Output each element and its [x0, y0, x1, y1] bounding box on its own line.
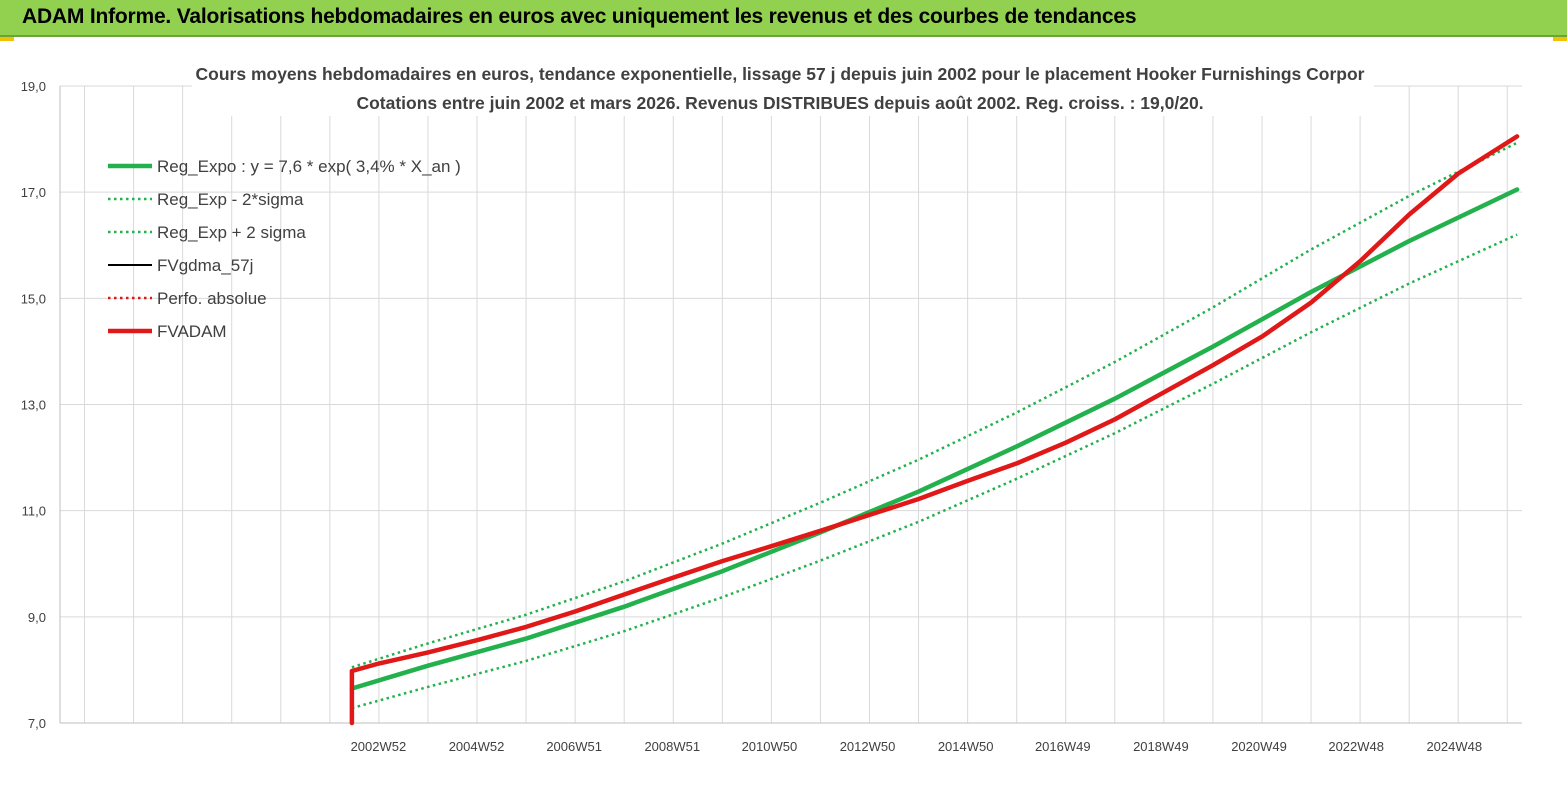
series-line-5	[349, 134, 1520, 726]
chart-title: Cours moyens hebdomadaires en euros, ten…	[196, 64, 1365, 84]
y-tick-label: 19,0	[21, 79, 46, 94]
grid	[60, 85, 1522, 724]
chart-area: 7,0 9,0 11,0 13,0 15,0 17,0 19,0 2002W52 2004W52…	[0, 40, 1567, 783]
legend-label-5: FVADAM	[157, 322, 227, 341]
chart-subtitle: Cotations entre juin 2002 et mars 2026. …	[356, 93, 1203, 113]
report-banner: ADAM Informe. Valorisations hebdomadaire…	[0, 0, 1567, 37]
corner-mark-left	[0, 37, 14, 41]
x-tick-label: 2024W48	[1426, 739, 1482, 754]
title-backdrop	[192, 56, 1374, 116]
legend-label-1: Reg_Exp - 2*sigma	[157, 190, 304, 209]
legend-label-2: Reg_Exp + 2 sigma	[157, 223, 306, 242]
axes: 7,0 9,0 11,0 13,0 15,0 17,0 19,0 2002W52 2004W52…	[21, 79, 1522, 754]
legend-label-0: Reg_Expo : y = 7,6 * exp( 3,4% * X_an )	[157, 157, 461, 176]
series-line-0	[349, 187, 1520, 691]
x-tick-label: 2004W52	[449, 739, 505, 754]
legend-label-3: FVgdma_57j	[157, 256, 253, 275]
x-tick-label: 2020W49	[1231, 739, 1287, 754]
x-tick-label: 2016W49	[1035, 739, 1091, 754]
report-title: ADAM Informe. Valorisations hebdomadaire…	[22, 5, 1137, 28]
x-tick-label: 2002W52	[351, 739, 407, 754]
y-tick-label: 9,0	[28, 610, 46, 625]
corner-mark-right	[1553, 37, 1567, 41]
series-line-4	[350, 135, 1518, 723]
x-tick-label: 2008W51	[644, 739, 700, 754]
y-tick-label: 7,0	[28, 716, 46, 731]
y-tick-label: 13,0	[21, 398, 46, 413]
series-line-2	[351, 141, 1518, 669]
y-tick-label: 11,0	[22, 504, 46, 519]
x-tick-label: 2018W49	[1133, 739, 1189, 754]
x-tick-label: 2014W50	[938, 739, 994, 754]
chart-svg: 7,0 9,0 11,0 13,0 15,0 17,0 19,0 2002W52 2004W52…	[21, 56, 1522, 754]
series	[349, 134, 1520, 726]
legend-label-4: Perfo. absolue	[157, 289, 267, 308]
series-line-1	[351, 233, 1518, 710]
x-tick-label: 2010W50	[742, 739, 798, 754]
x-tick-label: 2022W48	[1328, 739, 1384, 754]
y-tick-label: 15,0	[21, 291, 46, 306]
x-tick-label: 2012W50	[840, 739, 896, 754]
legend: Reg_Expo : y = 7,6 * exp( 3,4% * X_an ) R…	[108, 157, 461, 341]
x-tick-label: 2006W51	[546, 739, 602, 754]
y-tick-label: 17,0	[21, 185, 46, 200]
